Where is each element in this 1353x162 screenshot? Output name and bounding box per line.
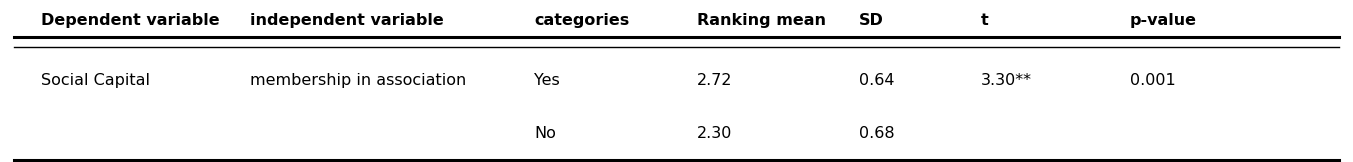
Text: 0.64: 0.64 xyxy=(859,73,894,88)
Text: Yes: Yes xyxy=(534,73,560,88)
Text: 2.72: 2.72 xyxy=(697,73,732,88)
Text: 2.30: 2.30 xyxy=(697,126,732,141)
Text: categories: categories xyxy=(534,13,629,28)
Text: Dependent variable: Dependent variable xyxy=(41,13,219,28)
Text: 3.30**: 3.30** xyxy=(981,73,1032,88)
Text: SD: SD xyxy=(859,13,884,28)
Text: 0.001: 0.001 xyxy=(1130,73,1176,88)
Text: p-value: p-value xyxy=(1130,13,1197,28)
Text: 0.68: 0.68 xyxy=(859,126,894,141)
Text: independent variable: independent variable xyxy=(250,13,444,28)
Text: Ranking mean: Ranking mean xyxy=(697,13,825,28)
Text: membership in association: membership in association xyxy=(250,73,467,88)
Text: Social Capital: Social Capital xyxy=(41,73,150,88)
Text: t: t xyxy=(981,13,989,28)
Text: No: No xyxy=(534,126,556,141)
